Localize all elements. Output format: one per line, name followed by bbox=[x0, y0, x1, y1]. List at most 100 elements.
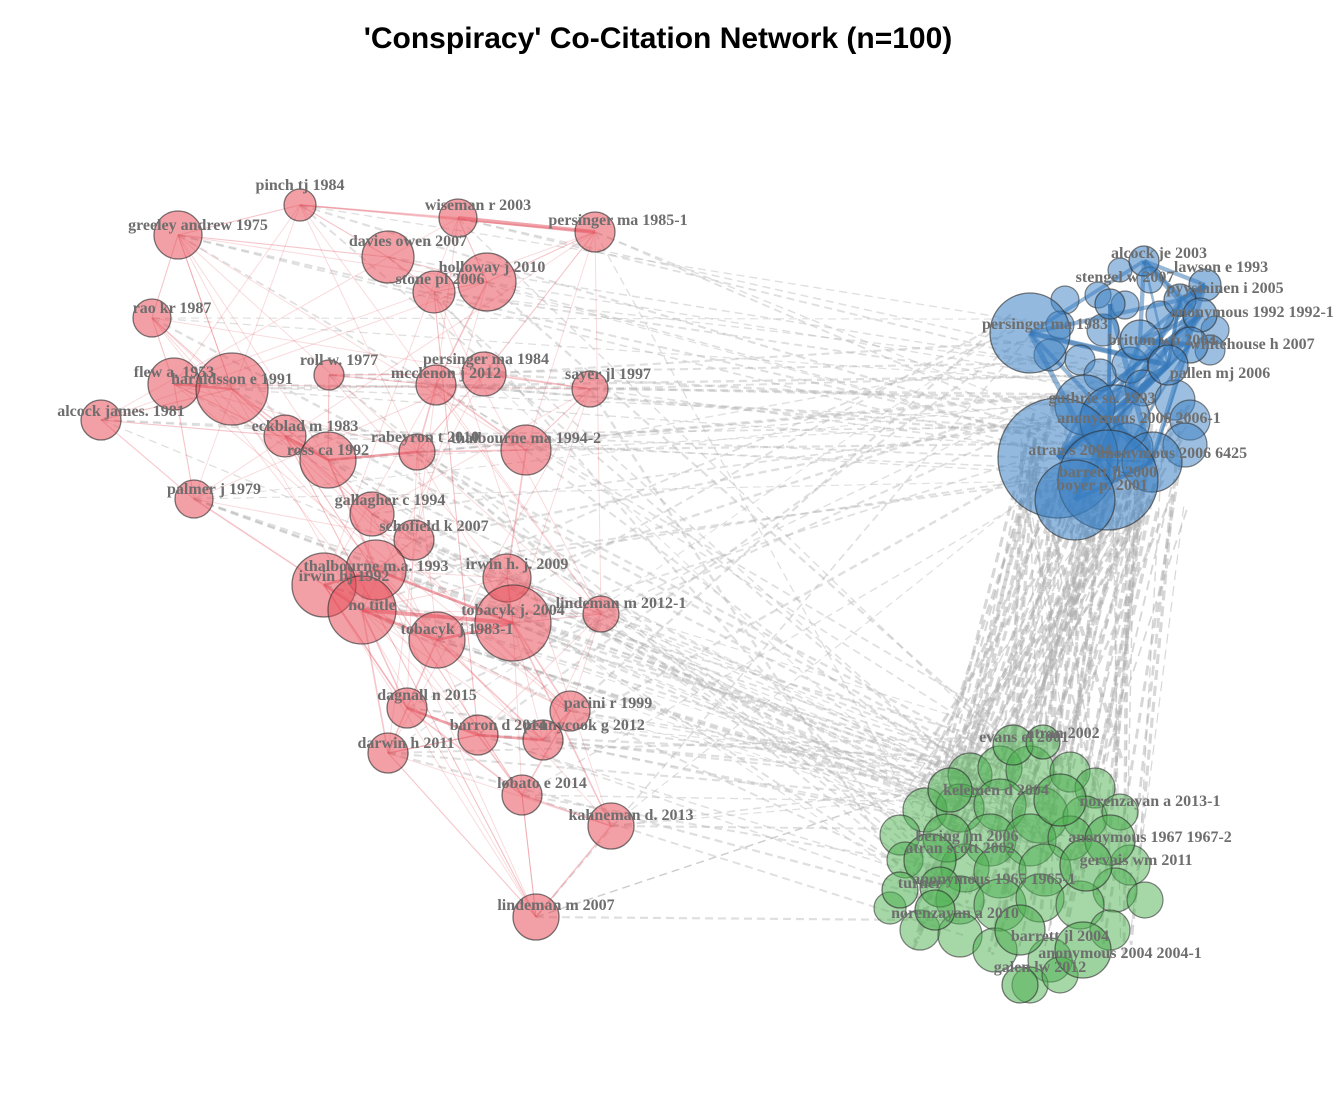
inter-cluster-edge bbox=[477, 342, 1018, 736]
inter-cluster-edge bbox=[610, 787, 924, 827]
inter-cluster-edge bbox=[569, 710, 983, 773]
inter-cluster-edge bbox=[569, 312, 1013, 712]
inter-cluster-edge bbox=[387, 735, 1019, 754]
node-label: kelemen d 2004 bbox=[943, 782, 1049, 799]
inter-cluster-edge bbox=[521, 459, 1096, 796]
inter-cluster-edge bbox=[962, 421, 1042, 771]
network-node bbox=[263, 414, 307, 458]
node-label: sayer jl 1997 bbox=[565, 366, 651, 383]
inter-cluster-edge bbox=[299, 204, 1047, 326]
network-node bbox=[80, 399, 122, 441]
node-label: persinger ma 1985-1 bbox=[548, 212, 687, 229]
inter-cluster-edge bbox=[506, 577, 1013, 735]
inter-cluster-edge bbox=[610, 447, 1087, 827]
node-label: irwin h. j. 2009 bbox=[466, 556, 569, 573]
network-node bbox=[474, 584, 552, 662]
inter-cluster-edge bbox=[512, 621, 1020, 792]
inter-cluster-edge bbox=[100, 419, 1086, 461]
inter-cluster-edge bbox=[284, 435, 1012, 805]
intra-cluster-edge bbox=[435, 384, 602, 615]
inter-cluster-edge bbox=[483, 339, 1041, 376]
node-label: atran 2002 bbox=[1026, 725, 1099, 742]
intra-cluster-edge bbox=[193, 231, 596, 500]
intra-cluster-edge bbox=[299, 204, 602, 615]
network-node bbox=[587, 802, 635, 850]
inter-cluster-edge bbox=[457, 217, 991, 733]
node-label: rao kr 1987 bbox=[133, 300, 212, 317]
intra-cluster-edge bbox=[416, 451, 602, 615]
inter-cluster-edge bbox=[506, 371, 1126, 580]
node-label: barrett jl 2004 bbox=[1011, 928, 1109, 945]
node-label: gallagher c 1994 bbox=[335, 492, 446, 509]
node-label: turner bbox=[898, 875, 942, 892]
inter-cluster-edge bbox=[173, 383, 1042, 422]
inter-cluster-edge bbox=[435, 383, 1155, 401]
node-label: anonymous 2006 6425 bbox=[1097, 445, 1247, 462]
inter-cluster-edge bbox=[512, 455, 1035, 624]
intra-cluster-edge bbox=[177, 234, 329, 461]
network-node bbox=[1054, 921, 1112, 979]
intra-cluster-edge bbox=[413, 281, 488, 541]
inter-cluster-edge bbox=[457, 217, 1157, 376]
network-node bbox=[361, 230, 415, 284]
inter-cluster-edge bbox=[588, 388, 920, 900]
node-label: irwin hj 1992 bbox=[299, 568, 390, 585]
inter-cluster-edge bbox=[327, 459, 941, 841]
inter-cluster-edge bbox=[361, 609, 914, 871]
network-node bbox=[153, 210, 203, 260]
inter-cluster-edge bbox=[486, 281, 1064, 790]
network-node bbox=[174, 479, 214, 519]
intra-cluster-edge bbox=[151, 317, 591, 390]
network-node bbox=[195, 352, 269, 426]
node-label: schofield k 2007 bbox=[379, 518, 488, 535]
node-label: dagnall n 2015 bbox=[377, 687, 477, 704]
inter-cluster-edge bbox=[600, 613, 940, 790]
node-label: stone pl 2006 bbox=[396, 271, 485, 288]
network-node bbox=[1147, 344, 1189, 386]
inter-cluster-edge bbox=[375, 569, 987, 776]
node-label: rabeyron t 2010 bbox=[371, 429, 479, 446]
inter-cluster-edge bbox=[1126, 506, 1173, 908]
node-label: no title bbox=[348, 597, 396, 614]
inter-cluster-edge bbox=[413, 539, 915, 885]
inter-cluster-edge bbox=[486, 281, 1095, 454]
inter-cluster-edge bbox=[1114, 484, 1118, 797]
intra-cluster-edge bbox=[177, 234, 286, 437]
network-node bbox=[1025, 724, 1061, 760]
node-label: alcock james. 1981 bbox=[57, 403, 185, 420]
inter-cluster-edge bbox=[151, 316, 1007, 773]
node-label: haraldsson e 1991 bbox=[171, 371, 293, 388]
inter-cluster-edge bbox=[569, 710, 973, 783]
intra-cluster-edge bbox=[361, 609, 544, 741]
network-node bbox=[412, 270, 456, 314]
inter-cluster-edge bbox=[375, 473, 1098, 571]
node-label: boyer p. 2001 bbox=[1056, 477, 1148, 494]
inter-cluster-edge bbox=[177, 233, 1040, 436]
network-node bbox=[1033, 773, 1087, 827]
node-label: wiseman r 2003 bbox=[425, 197, 531, 214]
node-label: whitehouse h 2007 bbox=[1189, 336, 1314, 353]
network-node bbox=[457, 714, 499, 756]
node-label: palmer j 1979 bbox=[167, 481, 261, 498]
inter-cluster-edge bbox=[1129, 430, 1181, 945]
intra-cluster-edge bbox=[477, 613, 602, 736]
intra-cluster-edge bbox=[100, 419, 286, 437]
intra-cluster-edge bbox=[371, 388, 591, 515]
network-node bbox=[582, 595, 620, 633]
intra-cluster-edge bbox=[387, 752, 537, 918]
inter-cluster-edge bbox=[193, 497, 1057, 817]
inter-cluster-edge bbox=[193, 498, 1019, 774]
inter-cluster-edge bbox=[436, 315, 1013, 641]
inter-cluster-edge bbox=[594, 231, 1073, 439]
inter-cluster-edge bbox=[433, 291, 962, 902]
network-node bbox=[512, 893, 560, 941]
network-node bbox=[438, 198, 478, 238]
inter-cluster-edge bbox=[151, 317, 1027, 320]
network-node bbox=[914, 889, 956, 931]
intra-cluster-edge bbox=[193, 204, 301, 500]
inter-cluster-edge bbox=[542, 739, 980, 789]
node-label: anonymous 2006 2006-1 bbox=[1057, 410, 1221, 427]
network-node bbox=[1059, 838, 1113, 892]
network-node bbox=[132, 298, 172, 338]
inter-cluster-edge bbox=[387, 751, 980, 912]
